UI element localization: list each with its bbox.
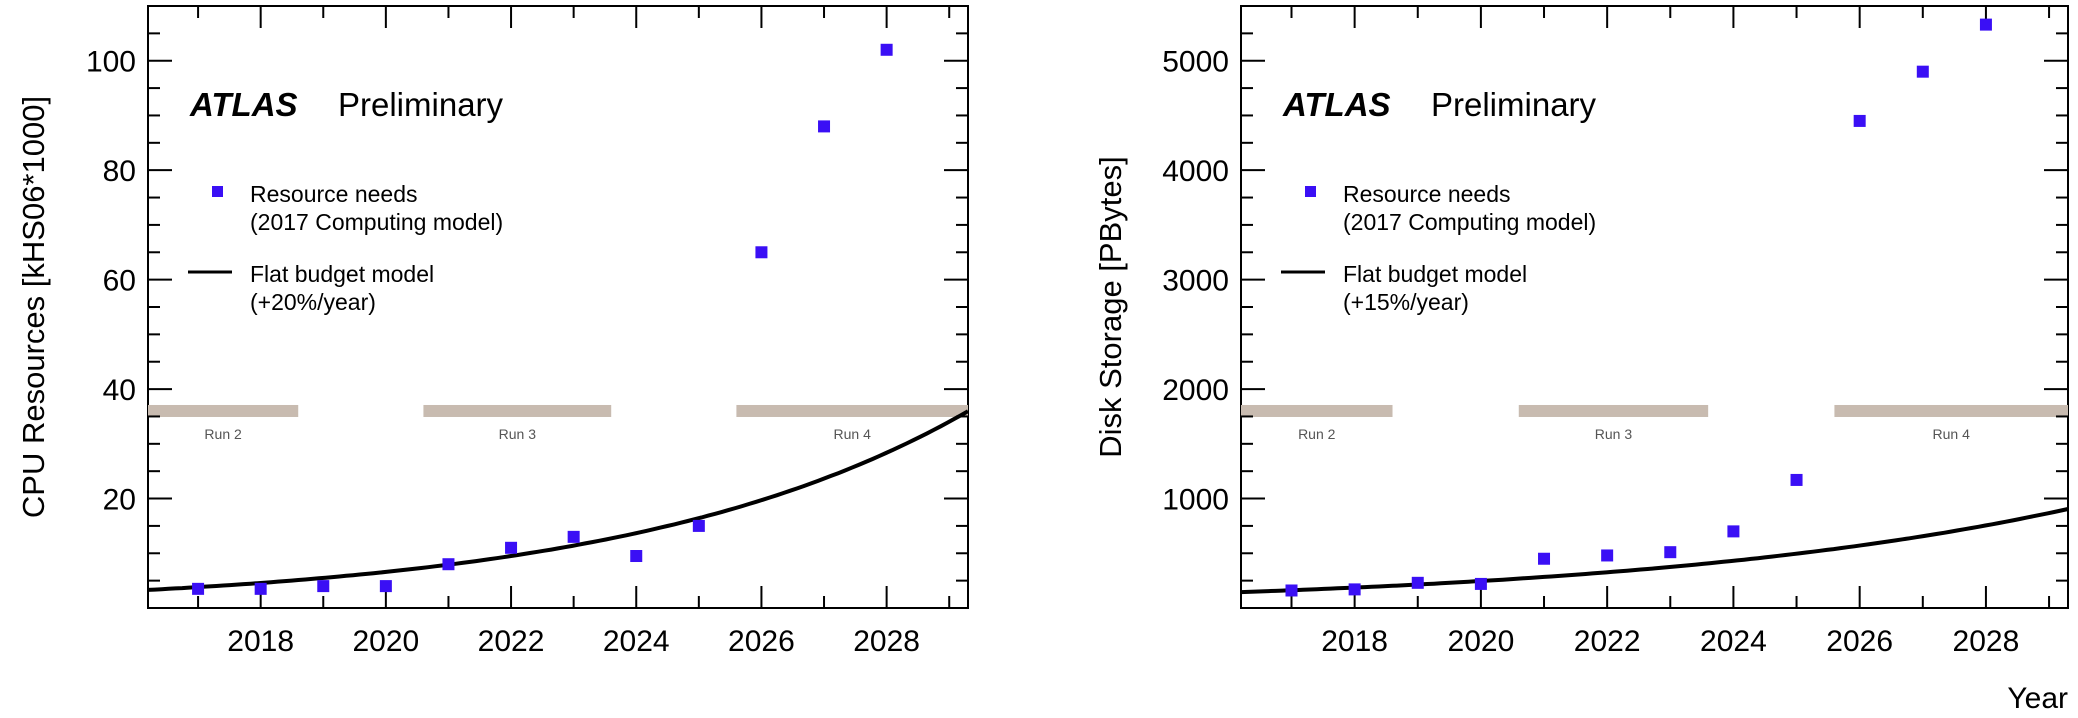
run-bar xyxy=(736,404,968,417)
x-axis-title: Year xyxy=(2007,682,2068,715)
run-label: Run 3 xyxy=(1595,426,1633,442)
y-tick-label: 100 xyxy=(86,46,136,79)
run-bar xyxy=(148,404,299,417)
chart-panel-right: Run 2 Run 3 Run 4 2018 2020 2022 2024 2026 2028 1… xyxy=(1093,5,2069,658)
data-point xyxy=(1474,577,1487,590)
run-label: Run 2 xyxy=(204,426,242,442)
x-tick-label: 2026 xyxy=(1826,625,1893,658)
run-bar xyxy=(1834,404,2068,417)
data-point xyxy=(1979,18,1992,31)
y-tick-label: 60 xyxy=(103,265,136,298)
x-tick-label: 2022 xyxy=(478,625,545,658)
x-tick-label: 2020 xyxy=(1448,625,1515,658)
data-point xyxy=(1916,65,1929,78)
x-tick-label: 2018 xyxy=(227,625,294,658)
data-point xyxy=(1411,576,1424,589)
x-tick-label: 2024 xyxy=(603,625,670,658)
legend-marker xyxy=(212,186,223,197)
data-point xyxy=(567,530,580,543)
x-tick-label: 2026 xyxy=(728,625,795,658)
legend-label: Flat budget model xyxy=(250,261,434,287)
run-bar xyxy=(1241,404,1393,417)
data-point xyxy=(1664,546,1677,559)
run-bar xyxy=(423,404,612,417)
y-tick-label: 4000 xyxy=(1162,155,1229,188)
legend-label: Resource needs xyxy=(250,181,418,207)
status-label: Preliminary xyxy=(338,86,504,123)
legend-sublabel: (2017 Computing model) xyxy=(250,209,503,235)
flat-budget-curve xyxy=(147,409,969,592)
status-label: Preliminary xyxy=(1431,86,1597,123)
data-point xyxy=(379,580,392,593)
data-point xyxy=(192,582,205,595)
flat-budget-curve xyxy=(1240,507,2069,595)
data-point xyxy=(1538,552,1551,565)
legend-label: Resource needs xyxy=(1343,181,1511,207)
chart-panel-left: Run 2 Run 3 Run 4 2018 2020 2022 2024 2026 2028 2… xyxy=(16,5,969,658)
y-tick-label: 80 xyxy=(103,155,136,188)
run-label: Run 2 xyxy=(1298,426,1336,442)
data-point xyxy=(880,43,893,56)
data-point xyxy=(442,558,455,571)
y-axis-title: Disk Storage [PBytes] xyxy=(1093,156,1128,458)
run-label: Run 4 xyxy=(1933,426,1971,442)
x-tick-label: 2028 xyxy=(853,625,920,658)
legend-sublabel: (+15%/year) xyxy=(1343,289,1469,315)
y-axis-title: CPU Resources [kHS06*1000] xyxy=(16,96,51,518)
data-point xyxy=(1348,583,1361,596)
data-point xyxy=(1285,584,1298,597)
legend-sublabel: (+20%/year) xyxy=(250,289,376,315)
y-tick-label: 40 xyxy=(103,374,136,407)
x-tick-label: 2024 xyxy=(1700,625,1767,658)
experiment-label: ATLAS xyxy=(1282,86,1391,123)
data-point xyxy=(317,580,330,593)
data-point xyxy=(254,582,267,595)
run-bar xyxy=(1518,404,1709,417)
data-point xyxy=(1790,473,1803,486)
y-tick-label: 1000 xyxy=(1162,484,1229,517)
y-tick-label: 20 xyxy=(103,484,136,517)
data-point xyxy=(1853,114,1866,127)
x-tick-label: 2020 xyxy=(352,625,419,658)
experiment-label: ATLAS xyxy=(189,86,298,123)
x-tick-label: 2018 xyxy=(1321,625,1388,658)
data-point xyxy=(818,120,831,133)
x-tick-label: 2028 xyxy=(1953,625,2020,658)
run-label: Run 3 xyxy=(499,426,537,442)
data-point xyxy=(505,541,518,554)
legend-marker xyxy=(1305,186,1316,197)
legend-sublabel: (2017 Computing model) xyxy=(1343,209,1596,235)
y-tick-label: 2000 xyxy=(1162,374,1229,407)
data-point xyxy=(1601,549,1614,562)
data-point xyxy=(755,246,768,259)
y-tick-label: 3000 xyxy=(1162,265,1229,298)
data-point xyxy=(1727,525,1740,538)
x-tick-label: 2022 xyxy=(1574,625,1641,658)
data-point xyxy=(630,550,643,563)
data-point xyxy=(692,519,705,532)
run-label: Run 4 xyxy=(834,426,872,442)
legend-label: Flat budget model xyxy=(1343,261,1527,287)
y-tick-label: 5000 xyxy=(1162,46,1229,79)
